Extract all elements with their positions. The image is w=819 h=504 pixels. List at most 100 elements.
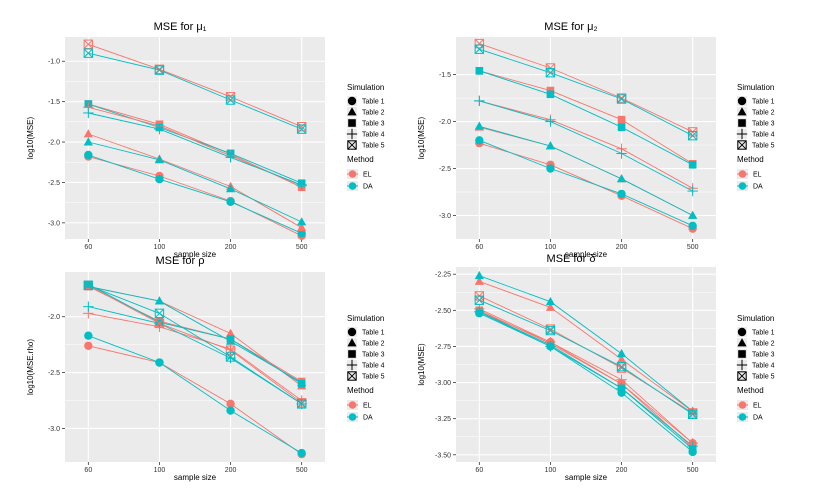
legend-shape xyxy=(347,338,357,347)
legend-shape xyxy=(737,96,747,106)
data-point xyxy=(154,308,165,319)
legend-method-title: Method xyxy=(347,386,374,395)
y-tick-label: -3.0 xyxy=(439,213,451,220)
series-line xyxy=(88,306,302,405)
series-line xyxy=(88,345,302,455)
data-point xyxy=(617,123,626,131)
chart-panel-4: -2.25 -2.50 -2.75 -3.00 -3.25 -3.50 60 100 200 50… xyxy=(417,253,716,482)
series-line xyxy=(479,309,694,448)
data-point xyxy=(687,130,698,141)
data-point xyxy=(474,121,484,130)
y-tick-label: -1.5 xyxy=(439,72,451,79)
data-point-d2 xyxy=(545,326,555,336)
data-point-d2 xyxy=(617,94,627,104)
data-point-d2 xyxy=(226,352,236,362)
series-line xyxy=(479,311,693,447)
series-line xyxy=(479,125,693,216)
series-line xyxy=(479,311,693,450)
x-tick-label: 500 xyxy=(296,244,308,251)
data-point-box xyxy=(225,95,236,105)
legend-shape xyxy=(737,140,747,150)
data-point xyxy=(226,406,235,415)
y-tick-label: -3.00 xyxy=(435,380,451,387)
series-line xyxy=(88,335,302,454)
data-point-d2 xyxy=(617,362,627,372)
data-point xyxy=(297,448,306,458)
panel-background xyxy=(65,37,325,239)
chart-title: MSE for μ₂ xyxy=(544,21,597,33)
series-line xyxy=(479,70,693,166)
data-point-box xyxy=(154,318,165,329)
chart-title: MSE for μ₁ xyxy=(154,21,207,33)
data-point xyxy=(226,197,235,207)
data-point-box xyxy=(296,399,307,409)
legend-simulation-item: Table 2 xyxy=(362,341,385,348)
y-tick-label: -2.50 xyxy=(435,308,451,315)
legend-shape xyxy=(737,371,747,381)
legend-simulation-item: Table 5 xyxy=(752,143,775,150)
data-point xyxy=(616,148,627,159)
series-line xyxy=(88,312,302,401)
y-axis-label: log10(MSE) xyxy=(26,117,35,160)
series-line xyxy=(88,286,302,382)
data-point-box xyxy=(687,409,698,420)
series-line xyxy=(88,133,302,229)
series-line xyxy=(479,280,693,412)
legend-simulation-title: Simulation xyxy=(347,314,384,323)
data-point xyxy=(225,184,236,193)
legend-simulation-item: Table 1 xyxy=(362,330,385,337)
legend-method-item: EL xyxy=(753,403,762,410)
legend-shape-box xyxy=(347,371,357,381)
data-point xyxy=(226,399,235,409)
legend-simulation-item: Table 4 xyxy=(362,132,385,139)
y-tick-label: -2.5 xyxy=(48,180,60,187)
data-point xyxy=(155,175,164,184)
series-line xyxy=(479,48,693,137)
legend-shape xyxy=(348,350,356,358)
y-tick-label: -2.0 xyxy=(439,119,451,126)
series-line xyxy=(479,275,693,412)
legend-simulation-item: Table 1 xyxy=(752,330,775,337)
data-point-d2 xyxy=(226,95,236,105)
data-point-box xyxy=(474,38,485,49)
data-point-box xyxy=(296,124,307,134)
data-point xyxy=(154,123,165,135)
series-line xyxy=(88,141,302,223)
legend-point xyxy=(738,401,747,409)
series-line xyxy=(479,100,693,189)
legend-point xyxy=(738,413,747,421)
legend-simulation-item: Table 2 xyxy=(752,341,775,348)
data-point xyxy=(545,302,556,311)
data-point-d2 xyxy=(688,409,698,419)
data-point xyxy=(475,67,484,75)
data-point-d2 xyxy=(474,295,484,305)
legend-point xyxy=(348,182,357,190)
data-point xyxy=(225,95,236,105)
legend-simulation-item: Table 3 xyxy=(752,121,775,128)
data-point xyxy=(687,185,698,197)
legend-simulation-item: Table 1 xyxy=(362,99,385,106)
data-point xyxy=(154,155,165,164)
data-point xyxy=(616,354,627,363)
data-point xyxy=(545,116,556,127)
legend-shape xyxy=(347,96,357,106)
legend-simulation-item: Table 3 xyxy=(752,352,775,359)
series-line xyxy=(88,156,302,237)
data-point xyxy=(687,440,698,452)
legend-simulation-item: Table 4 xyxy=(752,363,775,370)
series-line xyxy=(88,283,302,385)
data-point xyxy=(225,352,236,362)
y-tick-label: -3.25 xyxy=(435,416,451,423)
series-line xyxy=(88,285,302,404)
data-point-box xyxy=(545,325,556,336)
x-axis-label: sample size xyxy=(174,250,217,259)
legend-4: Simulation Table 1 Table 2 Table 3 Table 4 Ta… xyxy=(736,314,775,422)
legend-shape xyxy=(737,107,747,116)
y-axis-label: log10(MSE) xyxy=(417,117,426,160)
legend-shape xyxy=(737,338,747,347)
series-line xyxy=(88,154,302,234)
data-point xyxy=(474,270,484,280)
x-tick-label: 200 xyxy=(616,244,628,251)
x-tick-label: 500 xyxy=(296,467,308,474)
data-point xyxy=(297,217,307,226)
